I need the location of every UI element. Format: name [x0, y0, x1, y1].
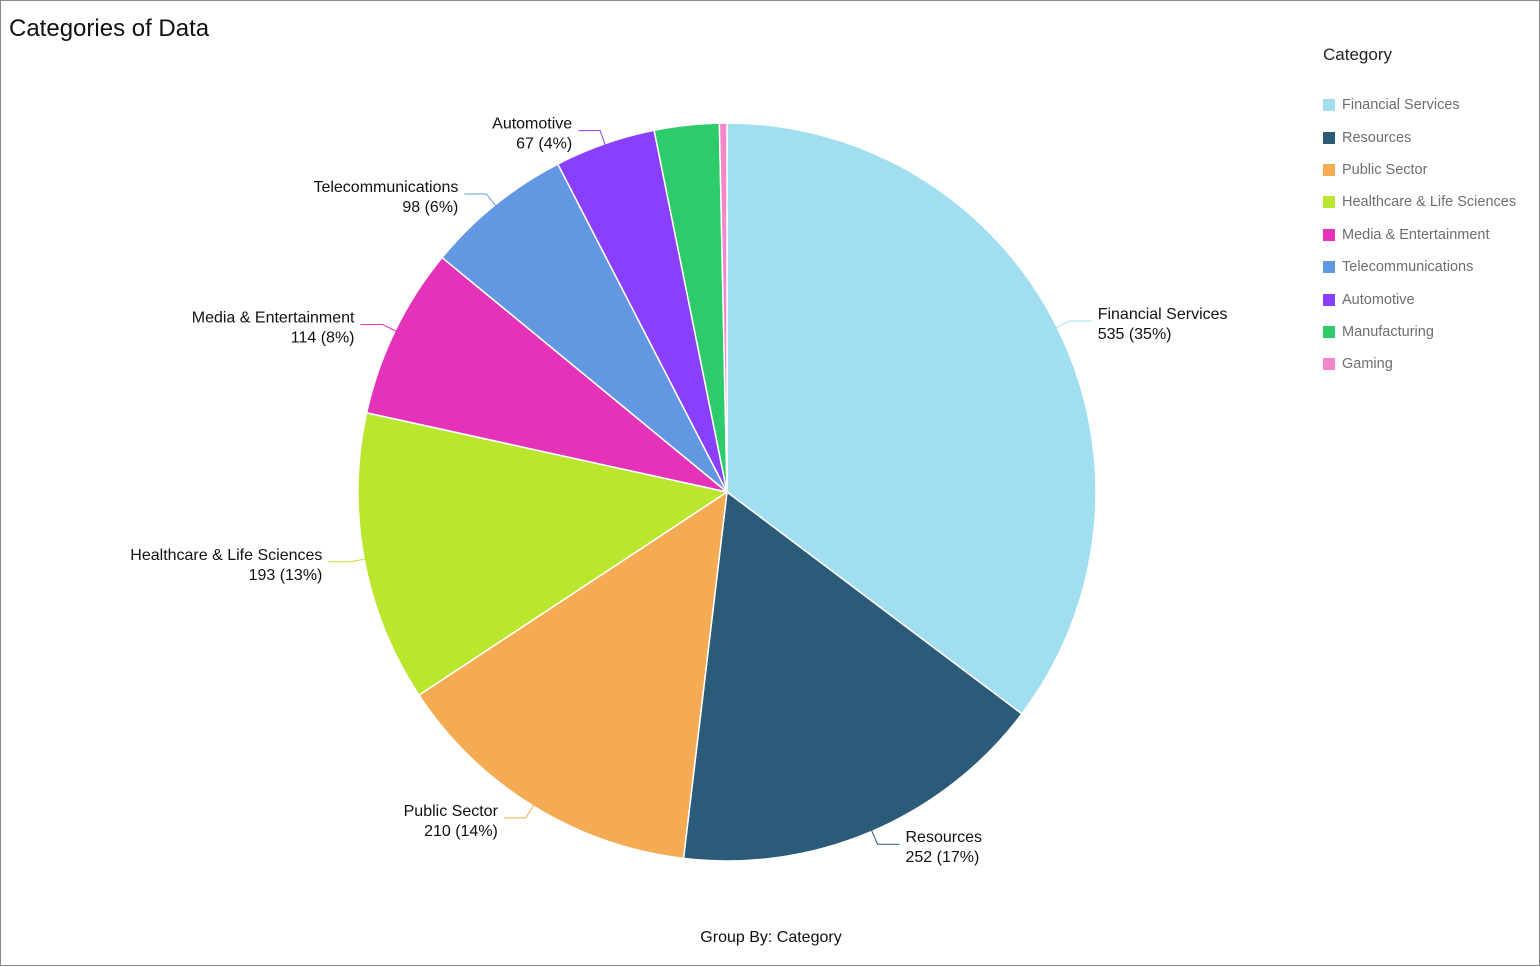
legend: Category Financial Services Resources Publ…	[1323, 45, 1538, 381]
legend-item-resources[interactable]: Resources	[1323, 121, 1538, 153]
data-label-value-public-sector: 210 (14%)	[424, 823, 498, 840]
data-label-name-automotive: Automotive	[492, 116, 572, 133]
legend-item-telecommunications[interactable]: Telecommunications	[1323, 251, 1538, 283]
legend-label: Telecommunications	[1342, 259, 1474, 276]
leader-line-public-sector	[503, 804, 535, 819]
data-label-value-resources: 252 (17%)	[906, 849, 980, 866]
data-label-name-healthcare-and-life-sciences: Healthcare & Life Sciences	[130, 547, 322, 564]
legend-swatch	[1323, 163, 1335, 176]
data-label-value-telecommunications: 98 (6%)	[402, 199, 458, 216]
legend-item-gaming[interactable]: Gaming	[1323, 348, 1538, 380]
data-label-value-media-and-entertainment: 114 (8%)	[291, 330, 355, 347]
legend-label: Media & Entertainment	[1342, 226, 1490, 243]
pie-slice-gaming[interactable]	[718, 122, 728, 493]
data-label-name-telecommunications: Telecommunications	[313, 179, 458, 196]
legend-label: Gaming	[1342, 356, 1393, 373]
leader-line-telecommunications	[464, 193, 497, 207]
data-label-value-healthcare-and-life-sciences: 193 (13%)	[249, 567, 323, 584]
group-by-label: Group By: Category	[700, 929, 842, 946]
leader-line-media-and-entertainment	[360, 324, 398, 332]
leader-line-financial-services	[1055, 320, 1092, 329]
legend-label: Healthcare & Life Sciences	[1342, 194, 1517, 211]
data-label-value-automotive: 67 (4%)	[516, 136, 572, 153]
legend-item-financial-services[interactable]: Financial Services	[1323, 89, 1538, 121]
leader-line-healthcare-and-life-sciences	[328, 558, 367, 563]
leader-line-resources	[870, 829, 900, 845]
legend-swatch	[1323, 99, 1335, 112]
data-label-name-financial-services: Financial Services	[1098, 306, 1228, 323]
legend-swatch	[1323, 325, 1335, 338]
legend-label: Financial Services	[1342, 97, 1460, 114]
data-label-name-resources: Resources	[906, 829, 982, 846]
legend-swatch	[1323, 131, 1335, 144]
legend-item-public-sector[interactable]: Public Sector	[1323, 154, 1538, 186]
legend-swatch	[1323, 293, 1335, 306]
data-label-name-media-and-entertainment: Media & Entertainment	[192, 310, 355, 327]
legend-swatch	[1323, 228, 1335, 241]
data-label-name-public-sector: Public Sector	[404, 803, 499, 820]
leader-line-automotive	[578, 130, 606, 146]
legend-label: Manufacturing	[1342, 323, 1434, 340]
legend-swatch	[1323, 196, 1335, 209]
legend-label: Resources	[1342, 129, 1412, 146]
legend-swatch	[1323, 358, 1335, 371]
legend-item-healthcare-and-life-sciences[interactable]: Healthcare & Life Sciences	[1323, 186, 1538, 218]
legend-swatch	[1323, 261, 1335, 274]
data-label-value-financial-services: 535 (35%)	[1098, 326, 1172, 343]
legend-item-automotive[interactable]: Automotive	[1323, 283, 1538, 315]
legend-label: Public Sector	[1342, 161, 1428, 178]
legend-title: Category	[1323, 45, 1392, 64]
legend-item-manufacturing[interactable]: Manufacturing	[1323, 316, 1538, 348]
chart-title: Categories of Data	[9, 15, 210, 42]
legend-item-media-and-entertainment[interactable]: Media & Entertainment	[1323, 219, 1538, 251]
legend-label: Automotive	[1342, 291, 1415, 308]
legend-items: Financial Services Resources Public Sector…	[1323, 89, 1538, 381]
